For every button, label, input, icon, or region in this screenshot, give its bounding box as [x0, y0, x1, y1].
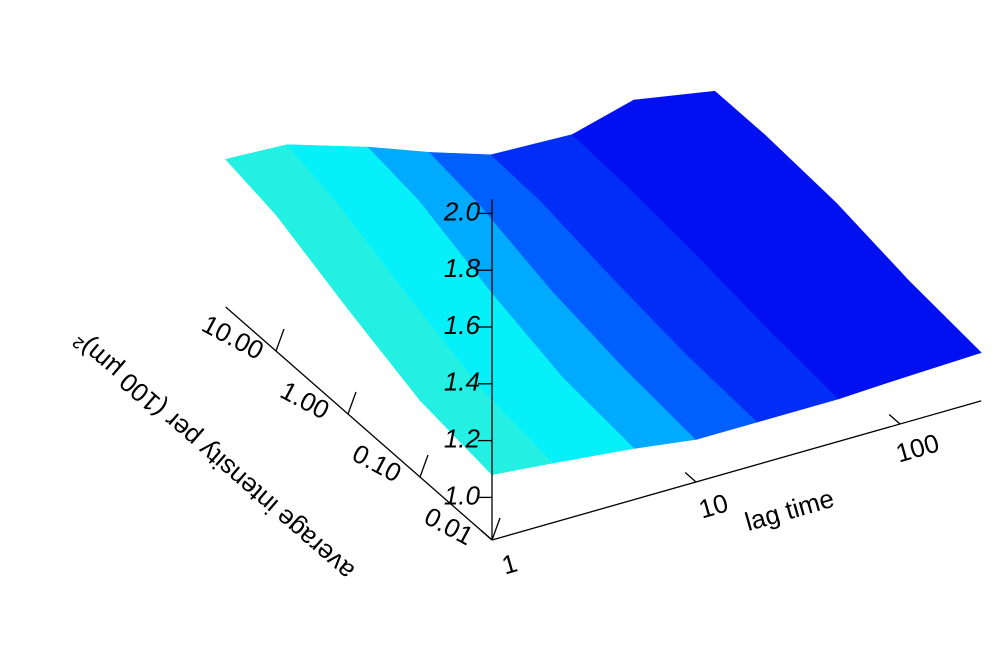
y-tick	[419, 454, 429, 478]
z-tick-label: 1.4	[444, 367, 480, 397]
x-axis-label: lag time	[742, 483, 838, 537]
y-tick	[275, 328, 285, 352]
y-tick-label: 1.00	[276, 375, 335, 425]
y-tick-label: 10.00	[197, 309, 269, 366]
x-tick	[480, 530, 493, 541]
surface-patch	[827, 280, 982, 379]
x-tick-label: 100	[892, 428, 942, 469]
z-tick-label: 1.8	[444, 253, 481, 283]
x-tick-label: 10	[695, 488, 731, 525]
y-tick	[491, 517, 501, 541]
y-axis	[225, 306, 493, 541]
z-tick-label: 1.2	[444, 423, 481, 453]
x-tick-label: 1	[498, 548, 520, 581]
z-tick-label: 1.6	[444, 310, 481, 340]
z-tick-label: 1.0	[444, 480, 481, 510]
y-tick	[347, 391, 357, 415]
y-axis-label: average intensity per (100 µm)²	[67, 326, 360, 586]
z-tick-label: 2.0	[443, 196, 481, 226]
x-tick	[888, 414, 901, 425]
y-tick-label: 0.10	[348, 438, 407, 488]
x-tick	[684, 472, 697, 483]
